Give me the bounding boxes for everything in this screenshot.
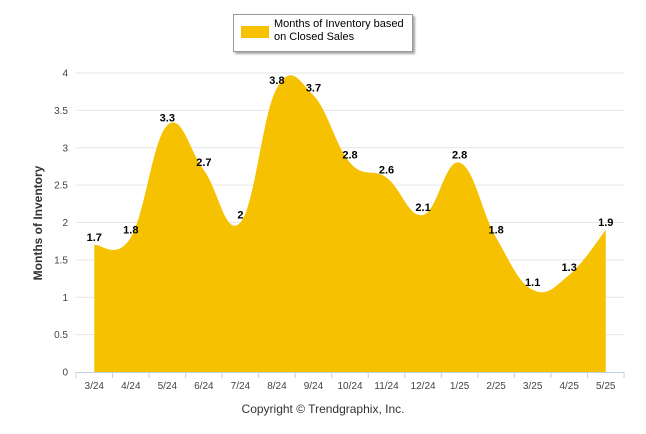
data-label: 1.1 bbox=[525, 277, 540, 289]
copyright-text: Copyright © Trendgraphix, Inc. bbox=[241, 402, 405, 416]
data-label: 1.7 bbox=[87, 232, 102, 244]
y-tick-label: 3 bbox=[62, 143, 68, 154]
data-label: 1.3 bbox=[562, 262, 577, 274]
data-labels: 1.7 1.8 3.3 2.7 2 3.8 3.7 2.8 2.6 2.1 2.8 1.8 1.1 1.3… bbox=[87, 75, 614, 289]
data-label: 3.3 bbox=[160, 112, 175, 124]
y-tick-label: 0.5 bbox=[54, 330, 68, 341]
x-tick-label: 12/24 bbox=[411, 381, 436, 392]
legend[interactable]: Months of Inventory based on Closed Sale… bbox=[233, 14, 413, 52]
data-label: 2.1 bbox=[415, 202, 430, 214]
data-label: 1.8 bbox=[123, 224, 138, 236]
y-tick-label: 3.5 bbox=[54, 106, 68, 117]
y-tick-label: 1.5 bbox=[54, 255, 68, 266]
legend-label: Months of Inventory based on Closed Sale… bbox=[274, 18, 404, 43]
y-axis: 0 0.5 1 1.5 2 2.5 3 3.5 4 bbox=[54, 69, 68, 379]
legend-swatch bbox=[241, 26, 269, 38]
x-tick-label: 6/24 bbox=[194, 381, 214, 392]
y-tick-label: 2 bbox=[62, 218, 68, 229]
x-axis: 3/24 4/24 5/24 6/24 7/24 8/24 9/24 10/24 11/24 12… bbox=[75, 372, 625, 392]
y-tick-label: 4 bbox=[62, 69, 68, 80]
y-tick-label: 1 bbox=[62, 293, 68, 304]
x-tick-label: 1/25 bbox=[450, 381, 470, 392]
series-area bbox=[94, 75, 606, 372]
x-tick-label: 10/24 bbox=[337, 381, 362, 392]
data-label: 2.8 bbox=[342, 150, 357, 162]
data-label: 3.8 bbox=[269, 75, 284, 87]
x-tick-label: 4/25 bbox=[559, 381, 579, 392]
y-tick-label: 2.5 bbox=[54, 181, 68, 192]
data-label: 3.7 bbox=[306, 82, 321, 94]
x-tick-label: 4/24 bbox=[121, 381, 141, 392]
x-tick-label: 5/24 bbox=[158, 381, 178, 392]
y-tick-label: 0 bbox=[62, 368, 68, 379]
data-label: 2 bbox=[237, 210, 243, 222]
x-tick-label: 8/24 bbox=[267, 381, 287, 392]
data-label: 1.9 bbox=[598, 217, 613, 229]
x-tick-label: 9/24 bbox=[304, 381, 324, 392]
data-label: 2.8 bbox=[452, 150, 467, 162]
data-label: 1.8 bbox=[488, 224, 503, 236]
data-label: 2.7 bbox=[196, 157, 211, 169]
x-tick-label: 3/25 bbox=[523, 381, 543, 392]
x-tick-label: 3/24 bbox=[85, 381, 105, 392]
data-label: 2.6 bbox=[379, 165, 394, 177]
x-tick-label: 7/24 bbox=[231, 381, 251, 392]
x-tick-label: 5/25 bbox=[596, 381, 616, 392]
x-tick-label: 11/24 bbox=[374, 381, 399, 392]
y-axis-title: Months of Inventory bbox=[31, 165, 45, 280]
x-tick-label: 2/25 bbox=[486, 381, 506, 392]
